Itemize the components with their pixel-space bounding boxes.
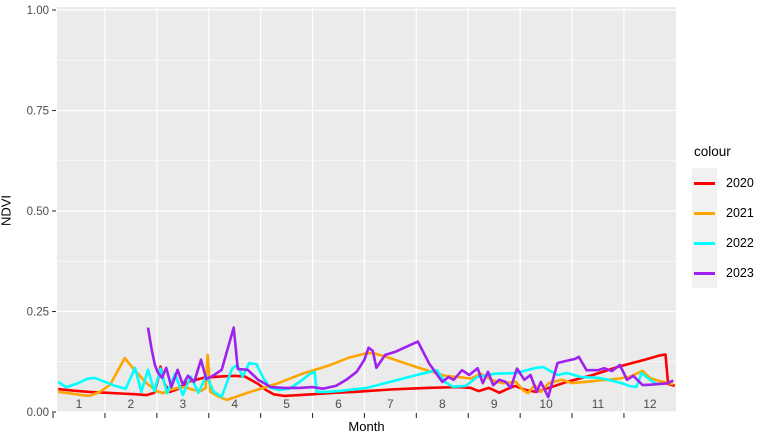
y-tick-label: 1.00 [27, 5, 49, 17]
legend-entries: 2020 2021 2022 2023 [692, 168, 754, 288]
legend-title: colour [694, 144, 731, 159]
legend-entry-2021: 2021 [692, 198, 754, 228]
legend-label: 2021 [726, 206, 754, 220]
x-tick-label: 8 [439, 397, 446, 411]
series-line-2022 [57, 361, 660, 399]
legend-entry-2022: 2022 [692, 228, 754, 258]
x-axis-title: Month [348, 419, 385, 434]
x-tick-label: 11 [592, 397, 605, 411]
legend-key-line-icon [694, 181, 715, 185]
legend: colour 2020 2021 2022 2023 [692, 144, 754, 288]
y-tick-label: 0.00 [27, 407, 49, 419]
x-tick-label: 12 [643, 397, 657, 411]
x-tick-label: 7 [387, 397, 394, 411]
y-tick-label: 0.75 [27, 106, 49, 118]
x-tick-label: 1 [76, 397, 83, 411]
legend-entry-2020: 2020 [692, 168, 754, 198]
legend-label: 2023 [726, 266, 754, 280]
legend-key-2023 [692, 258, 717, 288]
x-tick-label: 9 [491, 397, 498, 411]
y-axis-title: NDVI [0, 194, 14, 227]
series-line-2023 [146, 326, 674, 399]
legend-key-2020 [692, 168, 717, 198]
x-tick-label: 10 [539, 397, 553, 411]
legend-key-2022 [692, 228, 717, 258]
legend-key-2021 [692, 198, 717, 228]
legend-key-line-icon [694, 241, 715, 245]
x-tick-label: 3 [179, 397, 186, 411]
x-tick-label: 4 [231, 397, 238, 411]
plot-panel [57, 7, 676, 412]
y-tick-label: 0.25 [27, 307, 49, 319]
x-tick-label: 5 [283, 397, 290, 411]
series-line-2021 [58, 351, 674, 402]
x-tick-label: 2 [128, 397, 135, 411]
legend-key-line-icon [694, 271, 715, 275]
legend-entry-2023: 2023 [692, 258, 754, 288]
y-tick-label: 0.50 [27, 206, 49, 218]
legend-label: 2022 [726, 236, 754, 250]
x-tick-label: 6 [335, 397, 342, 411]
legend-key-line-icon [694, 211, 715, 215]
legend-label: 2020 [726, 176, 754, 190]
